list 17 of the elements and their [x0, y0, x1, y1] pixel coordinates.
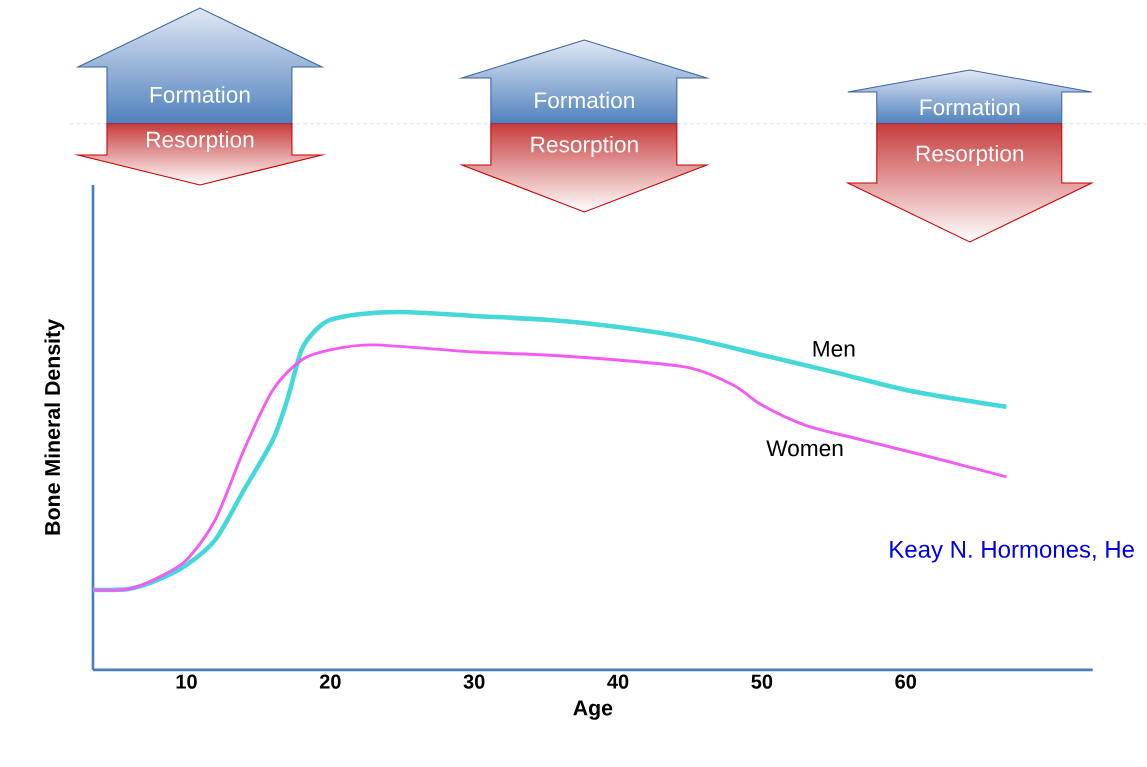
series-label: Women — [766, 440, 843, 457]
x-tick-label: 60 — [895, 674, 917, 689]
x-tick-label: 40 — [607, 674, 629, 689]
y-axis-title: Bone Mineral Density — [44, 319, 65, 535]
x-tick-label: 20 — [319, 674, 341, 689]
x-tick-label: 50 — [751, 674, 773, 689]
x-axis-title: Age — [573, 700, 613, 720]
text: Formation — [535, 91, 634, 109]
series-label: Men — [813, 341, 855, 357]
x-tick-label: 30 — [463, 674, 485, 689]
text: Formation — [150, 86, 250, 103]
x-tick-label: 10 — [176, 674, 197, 689]
text: Resorption — [531, 135, 638, 158]
text: Resorption — [916, 145, 1024, 167]
text: Formation — [920, 98, 1020, 116]
text: Resorption — [147, 131, 254, 153]
annotation: Keay N. Hormones, He — [890, 541, 1134, 563]
